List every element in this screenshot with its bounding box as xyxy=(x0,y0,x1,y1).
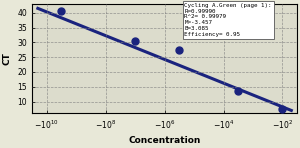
Point xyxy=(280,108,285,110)
Point xyxy=(133,40,137,42)
Y-axis label: CT: CT xyxy=(3,52,12,65)
Text: Cycling A.Green (page 1):
R=0.99990
R^2= 0.99979
M=-3.457
B=3.085
Efficiency= 0.: Cycling A.Green (page 1): R=0.99990 R^2=… xyxy=(184,3,272,37)
Point xyxy=(177,49,182,51)
Point xyxy=(236,90,241,92)
X-axis label: Concentration: Concentration xyxy=(128,136,201,145)
Point xyxy=(59,10,64,12)
